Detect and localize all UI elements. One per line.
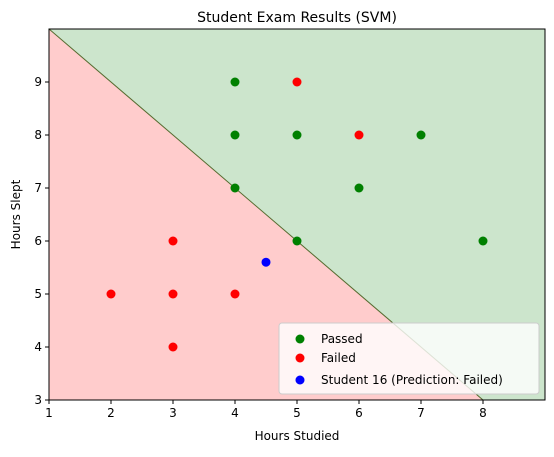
x-tick-label: 2 <box>107 406 115 420</box>
y-tick-label: 3 <box>34 393 42 407</box>
point-failed <box>107 290 116 299</box>
point-failed <box>355 131 364 140</box>
legend-marker-passed <box>296 335 305 344</box>
point-failed <box>169 290 178 299</box>
y-tick-label: 8 <box>34 128 42 142</box>
point-failed <box>231 290 240 299</box>
point-passed <box>231 131 240 140</box>
x-tick-label: 5 <box>293 406 301 420</box>
point-passed <box>293 237 302 246</box>
legend: Passed Failed Student 16 (Prediction: Fa… <box>279 323 539 394</box>
legend-marker-failed <box>296 354 305 363</box>
y-tick-label: 5 <box>34 287 42 301</box>
x-tick-label: 4 <box>231 406 239 420</box>
x-axis-label: Hours Studied <box>255 429 340 443</box>
y-tick-label: 7 <box>34 181 42 195</box>
x-tick-label: 1 <box>45 406 53 420</box>
y-tick-label: 9 <box>34 75 42 89</box>
legend-label-failed: Failed <box>321 351 356 365</box>
point-student-16-prediction-failed <box>262 258 271 267</box>
point-passed <box>417 131 426 140</box>
legend-marker-student-16 <box>296 376 305 385</box>
x-tick-label: 8 <box>479 406 487 420</box>
point-failed <box>169 343 178 352</box>
chart-title: Student Exam Results (SVM) <box>197 10 397 26</box>
point-passed <box>231 184 240 193</box>
point-passed <box>231 78 240 87</box>
point-passed <box>479 237 488 246</box>
point-passed <box>293 131 302 140</box>
legend-label-passed: Passed <box>321 332 363 346</box>
point-failed <box>169 237 178 246</box>
x-tick-label: 3 <box>169 406 177 420</box>
point-failed <box>293 78 302 87</box>
y-tick-label: 4 <box>34 340 42 354</box>
legend-label-student-16: Student 16 (Prediction: Failed) <box>321 373 503 387</box>
point-passed <box>355 184 364 193</box>
y-tick-label: 6 <box>34 234 42 248</box>
y-axis-label: Hours Slept <box>9 179 23 249</box>
x-tick-label: 6 <box>355 406 363 420</box>
x-tick-label: 7 <box>417 406 425 420</box>
